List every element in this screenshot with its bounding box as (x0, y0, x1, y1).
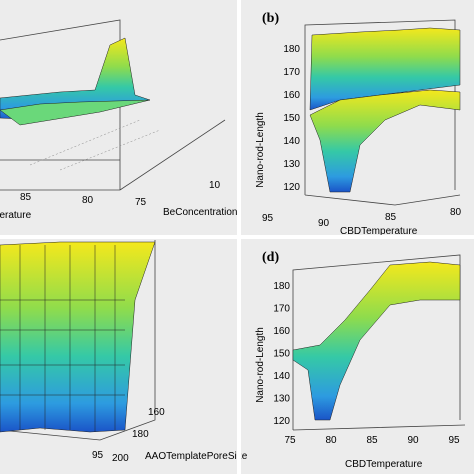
surface (292, 261, 461, 421)
axes-box (0, 19, 226, 191)
tick-label: 150 (273, 349, 290, 360)
tick-label: 140 (283, 136, 300, 147)
tick-label: 160 (283, 90, 300, 101)
tick-label: 170 (273, 304, 290, 315)
tick-label: 85 (20, 192, 32, 203)
tick-label: 170 (283, 67, 300, 78)
grid (29, 119, 161, 171)
tick-label: 95 (92, 450, 104, 461)
tick-label: 160 (273, 326, 290, 337)
tick-label: 90 (318, 218, 330, 229)
tick-label: 180 (283, 44, 300, 55)
separator (0, 235, 474, 239)
plot-c: 95 160 180 200 AAOTemplatePoreSize (0, 240, 248, 464)
tick-label: 95 (448, 435, 460, 446)
tick-label: 80 (450, 207, 462, 218)
axis-label: BeConcentration (163, 207, 238, 218)
axis-label: CBDTemperature (345, 459, 423, 470)
tick-label: 85 (385, 212, 397, 223)
tick-label: 120 (273, 416, 290, 427)
tick-label: 75 (284, 435, 296, 446)
tick-label: 150 (283, 113, 300, 124)
tick-label: 130 (283, 159, 300, 170)
tick-label: 180 (273, 281, 290, 292)
plot-b: (b) Nano-rod-Length 180 170 160 150 140 130 12… (255, 11, 462, 237)
panel-label: (b) (262, 11, 279, 26)
tick-label: 130 (273, 394, 290, 405)
tick-label: 10 (209, 180, 221, 191)
axis-label: Nano-rod-Length (255, 112, 266, 188)
tick-label: 180 (132, 429, 149, 440)
surface (0, 99, 151, 126)
tick-label: 80 (325, 435, 337, 446)
tick-label: 85 (366, 435, 378, 446)
tick-label: 120 (283, 182, 300, 193)
axis-label: Nano-rod-Length (255, 327, 266, 403)
axis-label: AAOTemplatePoreSize (145, 451, 248, 462)
mesh-lines (0, 245, 125, 432)
axis-label: CBDTemperature (340, 226, 418, 237)
plot-a: 85 80 75 10 Temperature BeConcentration (0, 19, 238, 221)
surface (309, 27, 461, 111)
tick-label: 160 (148, 407, 165, 418)
tick-label: 200 (112, 453, 129, 464)
tick-label: 95 (262, 213, 274, 224)
axis-label: Temperature (0, 210, 32, 221)
tick-label: 80 (82, 195, 94, 206)
surface (309, 89, 461, 193)
axes-box (0, 240, 156, 441)
tick-label: 75 (135, 197, 147, 208)
tick-label: 140 (273, 371, 290, 382)
panel-label: (d) (262, 250, 279, 265)
plot-d: (d) Nano-rod-Length 180 170 160 150 140 130 12… (255, 250, 466, 470)
tick-label: 90 (407, 435, 419, 446)
